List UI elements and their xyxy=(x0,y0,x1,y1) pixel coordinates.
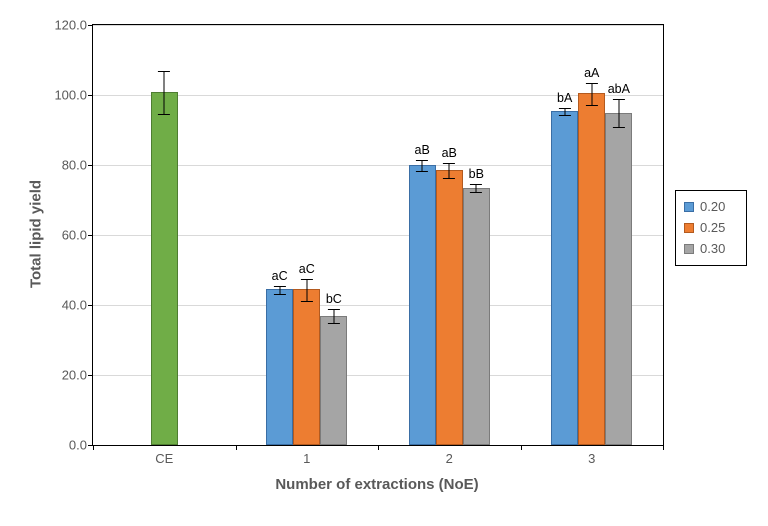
bar-annotation: bC xyxy=(326,292,342,306)
error-bar xyxy=(449,171,450,178)
error-cap xyxy=(274,286,286,287)
error-cap xyxy=(470,192,482,193)
x-tick-mark xyxy=(236,445,237,450)
bar-annotation: aB xyxy=(415,143,430,157)
bar: aA xyxy=(578,93,605,445)
legend-item: 0.30 xyxy=(684,239,738,260)
legend-swatch xyxy=(684,202,694,212)
y-tick-label: 80.0 xyxy=(62,158,93,173)
error-bar xyxy=(591,84,592,95)
y-tick-label: 40.0 xyxy=(62,298,93,313)
legend-item: 0.20 xyxy=(684,197,738,218)
error-bar xyxy=(618,100,619,113)
error-cap xyxy=(586,105,598,106)
x-tick-label: CE xyxy=(155,445,173,466)
legend-swatch xyxy=(684,244,694,254)
y-tick-label: 100.0 xyxy=(54,88,93,103)
error-bar xyxy=(449,164,450,171)
bar: aB xyxy=(436,170,463,445)
bar: aC xyxy=(266,289,293,445)
y-axis-title: Total lipid yield xyxy=(28,180,45,288)
legend: 0.200.250.30 xyxy=(675,190,747,266)
bar-annotation: abA xyxy=(608,82,630,96)
plot-area: 0.020.040.060.080.0100.0120.0CE123aCaCbC… xyxy=(92,24,664,446)
bar: bB xyxy=(463,188,490,445)
x-tick-label: 3 xyxy=(588,445,595,466)
y-tick-label: 120.0 xyxy=(54,18,93,33)
error-cap xyxy=(559,115,571,116)
error-cap xyxy=(559,108,571,109)
y-tick-label: 0.0 xyxy=(69,438,93,453)
error-cap xyxy=(416,171,428,172)
y-tick-label: 60.0 xyxy=(62,228,93,243)
legend-swatch xyxy=(684,223,694,233)
x-tick-mark xyxy=(663,445,664,450)
error-bar xyxy=(591,94,592,105)
error-cap xyxy=(301,279,313,280)
error-cap xyxy=(158,114,170,115)
x-tick-mark xyxy=(93,445,94,450)
bar-annotation: aC xyxy=(272,269,288,283)
bar-annotation: aB xyxy=(442,146,457,160)
bar xyxy=(151,92,178,446)
error-cap xyxy=(586,83,598,84)
bar-annotation: aA xyxy=(584,66,599,80)
error-cap xyxy=(328,309,340,310)
y-tick-label: 20.0 xyxy=(62,368,93,383)
error-bar xyxy=(306,280,307,291)
error-cap xyxy=(328,323,340,324)
error-cap xyxy=(443,178,455,179)
bar: bA xyxy=(551,111,578,445)
figure: 0.020.040.060.080.0100.0120.0CE123aCaCbC… xyxy=(0,0,768,526)
bar-annotation: bA xyxy=(557,91,572,105)
bar-annotation: aC xyxy=(299,262,315,276)
error-cap xyxy=(443,163,455,164)
x-tick-label: 1 xyxy=(303,445,310,466)
x-axis-title: Number of extractions (NoE) xyxy=(275,476,478,493)
error-bar xyxy=(618,114,619,127)
gridline xyxy=(93,25,663,26)
legend-label: 0.30 xyxy=(700,239,725,260)
error-cap xyxy=(470,184,482,185)
x-tick-mark xyxy=(521,445,522,450)
x-tick-mark xyxy=(378,445,379,450)
error-bar xyxy=(306,290,307,301)
legend-label: 0.20 xyxy=(700,197,725,218)
bar: aB xyxy=(409,165,436,445)
legend-label: 0.25 xyxy=(700,218,725,239)
error-bar xyxy=(164,72,165,93)
error-cap xyxy=(301,301,313,302)
x-tick-label: 2 xyxy=(446,445,453,466)
bar-annotation: bB xyxy=(469,167,484,181)
error-cap xyxy=(613,127,625,128)
error-cap xyxy=(274,294,286,295)
error-cap xyxy=(613,99,625,100)
bar: aC xyxy=(293,289,320,445)
legend-item: 0.25 xyxy=(684,218,738,239)
error-bar xyxy=(164,93,165,114)
error-cap xyxy=(416,160,428,161)
error-cap xyxy=(158,71,170,72)
bar: bC xyxy=(320,316,347,446)
bar: abA xyxy=(605,113,632,446)
